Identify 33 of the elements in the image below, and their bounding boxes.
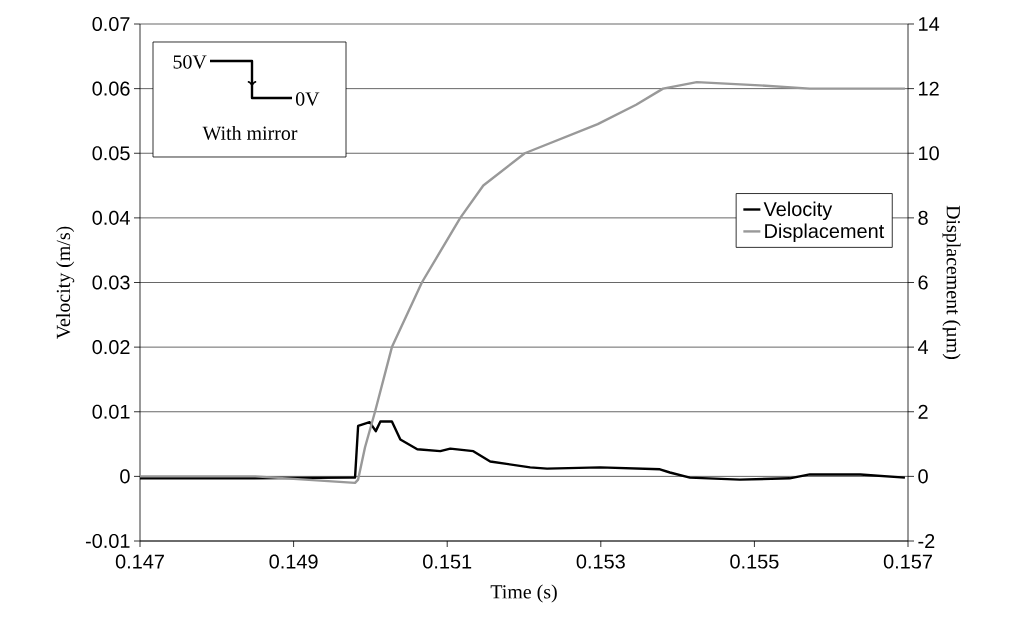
y-tick-label: 0.01 [92,404,130,419]
x-axis-title: Time (s) [490,584,557,603]
y2-tick-label: 14 [919,17,940,31]
y-tick-label: 0.02 [92,340,130,355]
y2-tick-label: 8 [918,210,928,225]
legend-label: Displacement [765,223,885,243]
annotation: 50V [173,55,207,69]
y-tick-label: 0.06 [92,81,130,96]
line-series [140,80,907,485]
y-tick-label: 0.04 [92,210,130,225]
x-tick-label: 0.153 [576,554,625,569]
x-tick-label: 0.147 [115,554,164,569]
y-tick-label: 0 [120,469,130,484]
x-tick-label: 0.155 [730,554,779,569]
legend-label: Velocity [763,201,833,221]
y-tick-label: 0.05 [92,146,130,161]
y2-tick-label: 4 [917,340,929,354]
x-tick-label: 0.149 [269,554,318,569]
annotation: With mirror [202,125,298,141]
x-tick-label: 0.157 [883,554,932,569]
y-tick-label: 0.07 [92,16,130,32]
y2-tick-label: 6 [918,275,928,290]
y2-tick-label: 10 [919,146,939,161]
y2-tick-label: 0 [918,469,928,484]
y2-tick-label: 2 [918,404,928,419]
annotation: 0V [295,92,320,106]
y2-tick-label: -2 [918,534,935,548]
y-axis-title: Velocity (m/s) [56,226,75,339]
y2-axis-title: Displacement (µm) [942,205,961,360]
y2-tick-label: 12 [919,81,939,96]
x-tick-label: 0.151 [423,554,472,569]
y-tick-label: -0.01 [85,533,130,549]
y-tick-label: 0.03 [92,275,130,290]
